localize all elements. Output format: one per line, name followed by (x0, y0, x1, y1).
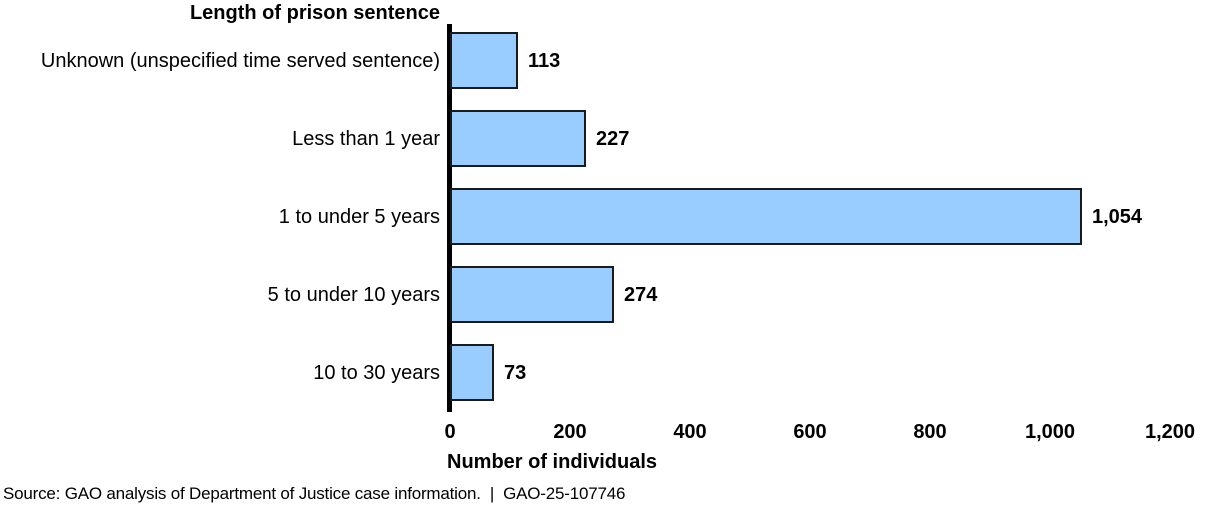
value-label: 274 (624, 283, 658, 306)
value-label: 73 (504, 361, 527, 384)
x-tick-label: 200 (553, 421, 587, 443)
x-tick-label: 600 (793, 421, 827, 443)
bar (450, 32, 518, 89)
category-label: 10 to 30 years (313, 361, 440, 384)
category-label: Less than 1 year (292, 127, 440, 150)
bar (450, 188, 1082, 245)
y-axis-line (447, 24, 452, 412)
source-note: Source: GAO analysis of Department of Ju… (3, 484, 626, 503)
category-label: 1 to under 5 years (278, 205, 440, 228)
bar (450, 344, 494, 401)
x-axis-label: Number of individuals (447, 451, 658, 473)
category-label: 5 to under 10 years (267, 283, 440, 306)
x-tick-label: 800 (913, 421, 947, 443)
chart-title: Length of prison sentence (189, 2, 440, 24)
category-label: Unknown (unspecified time served sentenc… (40, 49, 440, 72)
bar (450, 266, 614, 323)
value-label: 1,054 (1092, 205, 1143, 228)
x-tick-label: 400 (673, 421, 707, 443)
value-label: 113 (528, 49, 561, 72)
x-tick-label: 1,200 (1144, 421, 1196, 443)
bar (450, 110, 586, 167)
value-label: 227 (596, 127, 630, 150)
x-tick-label: 1,000 (1024, 421, 1076, 443)
x-tick-label: 0 (444, 421, 456, 443)
